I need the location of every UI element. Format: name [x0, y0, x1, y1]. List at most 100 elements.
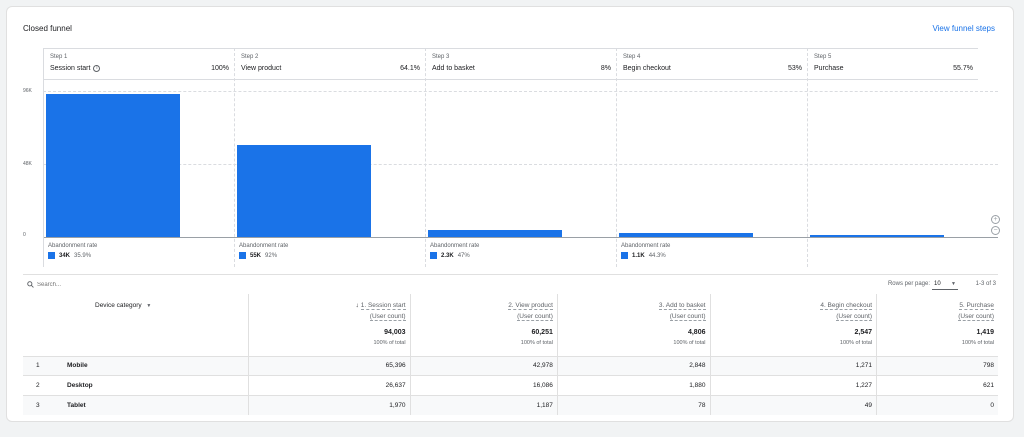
device-category-cell: Mobile [63, 355, 248, 376]
funnel-table: Rows per page: 10 ▼ 1-3 of 3 Device cate… [23, 274, 998, 415]
column-header-begin-checkout[interactable]: 4. Begin checkout (User count) [709, 294, 877, 326]
column-header-session-start[interactable]: ↓ 1. Session start (User count) [247, 294, 411, 326]
step-header: Step 4 Begin checkout 53% [617, 48, 807, 80]
step-name-text: Begin checkout [623, 65, 671, 72]
table-toolbar: Rows per page: 10 ▼ 1-3 of 3 [23, 274, 998, 294]
funnel-step-5: Step 5 Purchase 55.7% [807, 48, 978, 267]
step-header: Step 5 Purchase 55.7% [808, 48, 978, 80]
metric-cell: 65,396 [247, 355, 411, 376]
search-icon [27, 281, 34, 288]
step-completion-rate: 53% [787, 65, 802, 72]
total-cell: 4,806 100% of total [556, 326, 710, 356]
column-header-purchase[interactable]: 5. Purchase (User count) [876, 294, 998, 326]
funnel-step-4: Step 4 Begin checkout 53% Abandonment rate 1… [616, 48, 807, 267]
step-name: Begin checkout [623, 65, 671, 72]
funnel-bar[interactable] [237, 145, 371, 237]
step-completion-rate: 64.1% [400, 65, 420, 72]
step-header: Step 1 Session start i 100% [44, 48, 234, 80]
column-sublabel: (User count) [369, 313, 406, 321]
column-label: 1. Session start [360, 302, 406, 310]
funnel-bar[interactable] [619, 233, 753, 237]
device-category-cell: Tablet [63, 394, 248, 415]
step-completion-rate: 55.7% [953, 65, 973, 72]
column-label: 2. View product [508, 302, 553, 310]
metric-cell: 1,187 [409, 394, 558, 415]
data-table: Device category ▼ ↓ 1. Session start (Use… [23, 294, 998, 415]
column-label: 5. Purchase [959, 302, 994, 310]
metric-cell: 26,637 [247, 375, 411, 395]
info-icon[interactable]: i [93, 65, 101, 72]
abandonment-rate: 35.9% [74, 252, 92, 259]
gridline-mid [43, 164, 998, 165]
total-cell: 94,003 100% of total [247, 326, 411, 356]
step-name-text: View product [241, 65, 282, 72]
step-name: Session start i [50, 65, 101, 72]
caret-down-icon: ▼ [146, 303, 152, 309]
totals-row: 94,003 100% of total 60,251 100% of total … [23, 326, 998, 356]
table-row[interactable]: 2 Desktop 26,637 16,086 1,880 1,227 621 [23, 375, 998, 395]
abandonment-summary: Abandonment rate 34K 35.9% [48, 243, 97, 259]
pagination-status: 1-3 of 3 [975, 281, 996, 287]
total-cell: 1,419 100% of total [876, 326, 998, 356]
closed-funnel-card: Closed funnel View funnel steps 96K 48K … [6, 6, 1014, 422]
view-funnel-steps-link[interactable]: View funnel steps [932, 24, 995, 33]
x-axis-baseline [43, 237, 998, 238]
column-sublabel: (User count) [836, 313, 873, 321]
step-number: Step 1 [50, 54, 68, 60]
column-sublabel: (User count) [517, 313, 553, 321]
legend-swatch [239, 252, 246, 259]
metric-cell: 49 [709, 394, 877, 415]
column-header-view-product[interactable]: 2. View product (User count) [409, 294, 558, 326]
zoom-in-icon[interactable]: + [991, 215, 1000, 224]
device-category-cell: Desktop [63, 375, 248, 395]
rows-per-page-select[interactable]: 10 ▼ [932, 278, 958, 290]
dimension-header[interactable]: Device category ▼ [63, 294, 248, 326]
abandonment-count: 2.3K [441, 252, 454, 259]
index-header [23, 294, 63, 326]
sort-down-arrow-icon: ↓ [355, 302, 359, 309]
column-header-add-to-basket[interactable]: 3. Add to basket (User count) [556, 294, 710, 326]
funnel-step-3: Step 3 Add to basket 8% Abandonment rate 2.3… [425, 48, 616, 267]
y-tick: 0 [23, 232, 26, 238]
table-row[interactable]: 3 Tablet 1,970 1,187 78 49 0 [23, 394, 998, 415]
funnel-step-2: Step 2 View product 64.1% Abandonment rate 5… [234, 48, 425, 267]
column-sublabel: (User count) [669, 313, 706, 321]
metric-cell: 621 [876, 375, 998, 395]
rows-per-page-label: Rows per page: [887, 281, 930, 287]
column-label: 3. Add to basket [658, 302, 706, 310]
step-name: Add to basket [432, 65, 475, 72]
metric-cell: 42,978 [409, 355, 558, 376]
total-cell: 2,547 100% of total [709, 326, 877, 356]
step-name-text: Session start [50, 65, 91, 72]
funnel-step-1: Step 1 Session start i 100% Abandonment rate… [43, 48, 234, 267]
metric-cell: 16,086 [409, 375, 558, 395]
abandonment-label: Abandonment rate [48, 243, 98, 249]
abandonment-label: Abandonment rate [621, 243, 671, 249]
metric-cell: 0 [876, 394, 998, 415]
card-title: Closed funnel [23, 24, 72, 33]
row-index: 3 [23, 394, 63, 415]
funnel-chart: 96K 48K 0 Step 1 Session start i 100% Abando… [23, 48, 1000, 267]
abandonment-summary: Abandonment rate 2.3K 47% [430, 243, 479, 259]
step-header: Step 2 View product 64.1% [235, 48, 425, 80]
column-sublabel: (User count) [958, 313, 994, 321]
metric-cell: 1,227 [709, 375, 877, 395]
funnel-bar[interactable] [46, 94, 180, 237]
step-number: Step 3 [432, 54, 450, 60]
funnel-bar[interactable] [428, 229, 562, 237]
dimension-label: Device category [95, 302, 142, 309]
metric-cell: 2,848 [556, 355, 710, 376]
metric-cell: 1,880 [556, 375, 710, 395]
table-row[interactable]: 1 Mobile 65,396 42,978 2,848 1,271 798 [23, 355, 998, 376]
abandonment-label: Abandonment rate [430, 243, 480, 249]
step-completion-rate: 100% [211, 65, 229, 72]
funnel-bar[interactable] [810, 234, 944, 237]
zoom-out-icon[interactable]: − [991, 226, 1000, 235]
abandonment-summary: Abandonment rate 55K 92% [239, 243, 288, 259]
abandonment-rate: 47% [457, 252, 470, 259]
search-input[interactable] [37, 279, 237, 291]
step-name: View product [241, 65, 281, 72]
legend-swatch [48, 252, 55, 259]
header-row: Device category ▼ ↓ 1. Session start (Use… [23, 294, 998, 326]
step-completion-rate: 8% [600, 65, 611, 72]
